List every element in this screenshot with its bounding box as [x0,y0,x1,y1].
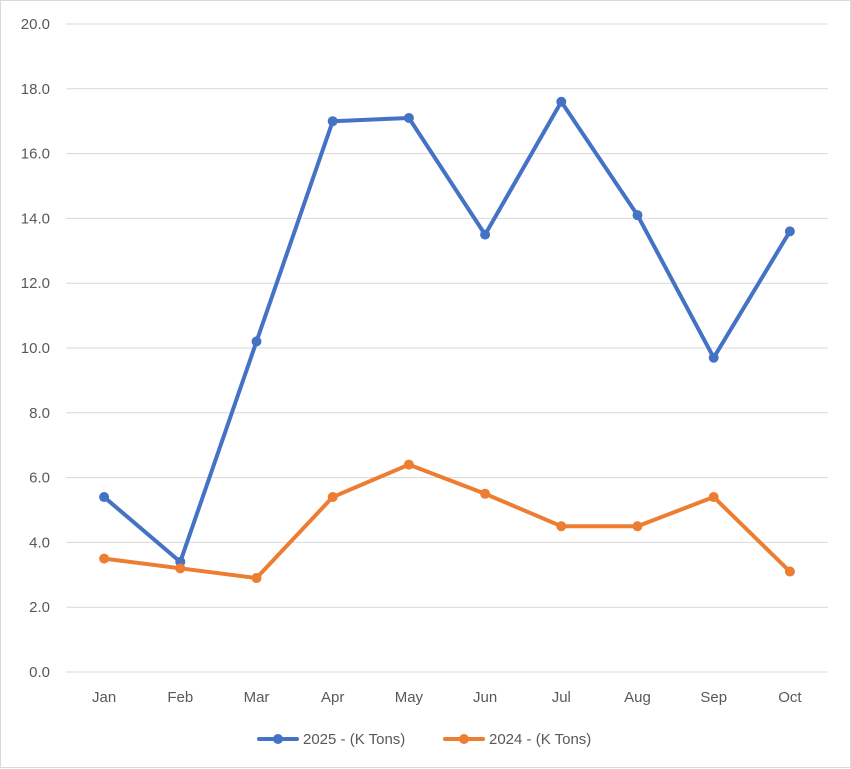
x-axis-tick-labels: Jan Feb Mar Apr May Jun Jul Aug Sep Oct [92,689,802,706]
gridlines [66,23,828,673]
legend-label: 2024 - (K Tons) [489,731,591,748]
data-point [556,521,567,532]
y-tick-label: 20.0 [21,16,50,33]
data-point [251,336,262,347]
data-point [327,116,338,127]
legend-marker [273,734,283,744]
legend-marker [459,734,469,744]
x-tick-label: Jul [552,689,571,706]
y-tick-label: 2.0 [29,599,50,616]
series-line [102,462,792,581]
x-tick-label: Aug [624,689,651,706]
y-tick-label: 14.0 [21,210,50,227]
series-lines [99,96,795,584]
data-point [99,553,110,564]
y-tick-label: 6.0 [29,470,50,487]
series-2 [99,459,795,584]
data-point [784,566,795,577]
x-tick-label: Apr [321,689,344,706]
y-tick-label: 10.0 [21,340,50,357]
x-tick-label: Mar [244,689,270,706]
y-tick-label: 4.0 [29,534,50,551]
legend-item: 2025 - (K Tons) [257,731,405,748]
y-tick-label: 16.0 [21,146,50,163]
data-point [632,210,643,221]
data-point [708,352,719,363]
data-point [403,459,414,470]
x-tick-label: Jun [473,689,497,706]
x-tick-label: Jan [92,689,116,706]
data-point [403,112,414,123]
data-point [480,229,491,240]
data-point [632,521,643,532]
data-point [327,492,338,503]
legend-item: 2024 - (K Tons) [443,731,591,748]
series-1 [99,96,795,567]
y-tick-label: 18.0 [21,81,50,98]
series-line [102,99,792,564]
x-tick-label: Feb [167,689,193,706]
y-tick-label: 12.0 [21,275,50,292]
x-tick-label: Oct [778,689,802,706]
data-point [175,563,186,574]
x-tick-label: Sep [700,689,727,706]
y-tick-label: 8.0 [29,405,50,422]
y-tick-label: 0.0 [29,664,50,681]
x-tick-label: May [395,689,424,706]
data-point [708,492,719,503]
legend: 2025 - (K Tons) 2024 - (K Tons) [257,731,591,748]
data-point [556,96,567,107]
data-point [99,492,110,503]
data-point [251,573,262,584]
legend-label: 2025 - (K Tons) [303,731,405,748]
data-point [480,488,491,499]
data-point [784,226,795,237]
y-axis-tick-labels: 0.0 2.0 4.0 6.0 8.0 10.0 12.0 14.0 16.0 18.0 20.0 [21,16,50,681]
